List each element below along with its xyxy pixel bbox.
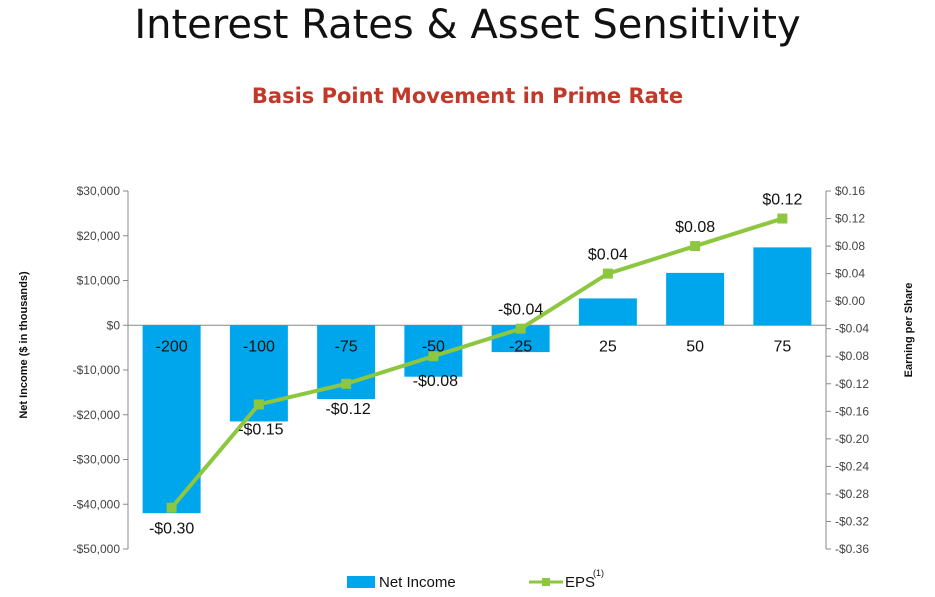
right-axis: $0.16 $0.12 $0.08 $0.04 $0.00 -$0.04 -$0.08 -$0… bbox=[825, 184, 869, 556]
page-title: Interest Rates & Asset Sensitivity bbox=[134, 2, 801, 48]
eps-point bbox=[690, 241, 701, 252]
eps-data-label: -$0.12 bbox=[325, 401, 370, 418]
right-axis-tick-label: -$0.36 bbox=[835, 542, 869, 556]
left-axis-tick-label: $0 bbox=[107, 318, 121, 332]
eps-data-label: -$0.15 bbox=[238, 421, 283, 438]
left-axis-tick-label: -$50,000 bbox=[73, 542, 121, 556]
category-label: -25 bbox=[509, 338, 532, 355]
category-label: 25 bbox=[599, 338, 617, 355]
left-axis-tick-label: $10,000 bbox=[77, 274, 121, 288]
net-income-bar bbox=[666, 272, 725, 326]
chart-subtitle: Basis Point Movement in Prime Rate bbox=[251, 84, 684, 108]
category-label: -50 bbox=[422, 338, 445, 355]
right-axis-tick-label: -$0.32 bbox=[835, 514, 869, 528]
eps-point bbox=[515, 323, 526, 334]
eps-point bbox=[166, 502, 177, 513]
right-axis-tick-label: $0.16 bbox=[835, 184, 865, 198]
eps-point bbox=[428, 351, 439, 362]
eps-point bbox=[253, 399, 264, 410]
left-axis-tick-label: -$40,000 bbox=[73, 497, 121, 511]
eps-line-series bbox=[166, 213, 788, 513]
right-axis-tick-label: -$0.16 bbox=[835, 404, 869, 418]
right-axis-tick-label: $0.08 bbox=[835, 239, 865, 253]
category-label: 75 bbox=[773, 338, 791, 355]
eps-data-label: -$0.04 bbox=[498, 302, 543, 319]
net-income-bars bbox=[142, 247, 812, 514]
left-axis-tick-label: -$20,000 bbox=[73, 408, 121, 422]
right-axis-title: Earning per Share bbox=[903, 283, 915, 378]
right-axis-tick-label: -$0.12 bbox=[835, 377, 869, 391]
left-axis-tick-label: $20,000 bbox=[77, 229, 121, 243]
eps-point bbox=[602, 268, 613, 279]
legend-net-income-label: Net Income bbox=[379, 574, 456, 591]
left-axis-tick-label: -$10,000 bbox=[73, 363, 121, 377]
right-axis-tick-label: -$0.20 bbox=[835, 432, 869, 446]
eps-data-label: -$0.30 bbox=[149, 521, 194, 538]
right-axis-tick-label: $0.04 bbox=[835, 267, 865, 281]
category-label: -100 bbox=[243, 338, 275, 355]
category-label: -200 bbox=[156, 338, 188, 355]
eps-data-label: $0.04 bbox=[588, 247, 628, 264]
left-axis: $30,000 $20,000 $10,000 $0 -$10,000 -$20,000 -… bbox=[73, 184, 826, 556]
right-axis-tick-label: -$0.28 bbox=[835, 487, 869, 501]
right-axis-tick-label: -$0.04 bbox=[835, 322, 869, 336]
left-axis-tick-label: -$30,000 bbox=[73, 453, 121, 467]
eps-line bbox=[170, 216, 783, 509]
right-axis-tick-label: $0.12 bbox=[835, 212, 865, 226]
legend-eps-marker bbox=[542, 578, 550, 586]
left-axis-tick-label: $30,000 bbox=[77, 184, 121, 198]
net-income-bar bbox=[753, 247, 812, 326]
legend-eps-superscript: (1) bbox=[593, 568, 604, 578]
legend-eps-label: EPS bbox=[565, 574, 595, 591]
right-axis-tick-label: -$0.24 bbox=[835, 459, 869, 473]
eps-point bbox=[341, 378, 352, 389]
eps-data-label: -$0.08 bbox=[413, 373, 458, 390]
net-income-bar bbox=[578, 298, 637, 326]
eps-data-labels: -$0.30 -$0.15 -$0.12 -$0.08 -$0.04 $0.04 $0.08… bbox=[149, 192, 803, 538]
right-axis-tick-label: -$0.08 bbox=[835, 349, 869, 363]
category-labels: -200 -100 -75 -50 -25 25 50 75 bbox=[156, 338, 792, 355]
legend-net-income-swatch bbox=[347, 576, 375, 588]
eps-data-label: $0.08 bbox=[675, 219, 715, 236]
left-axis-title: Net Income ($ in thousands) bbox=[18, 271, 30, 419]
eps-point bbox=[777, 213, 788, 224]
right-axis-tick-label: $0.00 bbox=[835, 294, 865, 308]
category-label: 50 bbox=[686, 338, 704, 355]
category-label: -75 bbox=[335, 338, 358, 355]
legend: Net Income EPS (1) bbox=[347, 568, 604, 591]
eps-data-label: $0.12 bbox=[762, 192, 802, 209]
